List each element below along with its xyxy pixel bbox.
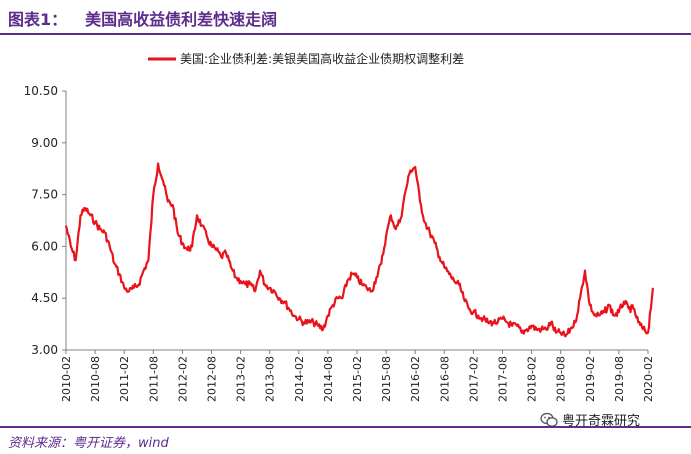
title-divider bbox=[0, 33, 691, 35]
x-tick-label: 2013-08 bbox=[264, 356, 277, 402]
figure-title-text: 美国高收益债利差快速走阔 bbox=[85, 10, 278, 29]
x-tick-label: 2011-02 bbox=[118, 356, 131, 402]
x-tick-label: 2010-02 bbox=[60, 356, 73, 402]
x-tick-label: 2015-08 bbox=[380, 356, 393, 402]
x-tick-label: 2015-02 bbox=[351, 356, 364, 402]
x-tick-label: 2017-02 bbox=[467, 356, 480, 402]
figure-label: 图表1： bbox=[8, 10, 68, 29]
wechat-icon bbox=[540, 412, 558, 427]
legend-label: 美国:企业债利差:美银美国高收益企业债期权调整利差 bbox=[180, 51, 464, 66]
x-tick-label: 2013-02 bbox=[235, 356, 248, 402]
x-tick-label: 2014-08 bbox=[322, 356, 335, 402]
y-axis: 3.00 4.50 6.00 7.50 9.00 10.50 bbox=[24, 84, 67, 357]
series-line bbox=[64, 162, 654, 338]
x-tick-label: 2016-02 bbox=[409, 356, 422, 402]
y-tick-label: 7.50 bbox=[31, 188, 58, 202]
x-tick-label: 2010-08 bbox=[89, 356, 102, 402]
x-tick-label: 2016-08 bbox=[438, 356, 451, 402]
x-tick-label: 2019-02 bbox=[584, 356, 597, 402]
plot-area bbox=[64, 162, 654, 338]
y-tick-label: 6.00 bbox=[31, 239, 58, 253]
x-tick-label: 2014-02 bbox=[293, 356, 306, 402]
watermark: 粤开奇霖研究 bbox=[540, 410, 640, 429]
source-divider bbox=[0, 426, 691, 428]
figure-title: 图表1： 美国高收益债利差快速走阔 bbox=[8, 6, 277, 30]
x-axis: 2010-02 2010-08 2011-02 2011-08 2012-02 2012-… bbox=[60, 349, 655, 402]
y-tick-label: 3.00 bbox=[31, 343, 58, 357]
x-tick-label: 2018-02 bbox=[526, 356, 539, 402]
x-tick-label: 2018-08 bbox=[555, 356, 568, 402]
x-tick-label: 2017-08 bbox=[497, 356, 510, 402]
y-tick-label: 9.00 bbox=[31, 136, 58, 150]
x-tick-label: 2011-08 bbox=[147, 356, 160, 402]
x-tick-label: 2020-02 bbox=[642, 356, 655, 402]
y-tick-label: 4.50 bbox=[31, 291, 58, 305]
x-tick-label: 2012-02 bbox=[176, 356, 189, 402]
watermark-text: 粤开奇霖研究 bbox=[562, 414, 641, 429]
x-tick-label: 2019-08 bbox=[613, 356, 626, 402]
source-note: 资料来源：粤开证券，wind bbox=[8, 436, 169, 451]
chart-legend: 美国:企业债利差:美银美国高收益企业债期权调整利差 bbox=[148, 51, 464, 66]
y-tick-label: 10.50 bbox=[24, 84, 58, 98]
x-tick-label: 2012-08 bbox=[206, 356, 219, 402]
